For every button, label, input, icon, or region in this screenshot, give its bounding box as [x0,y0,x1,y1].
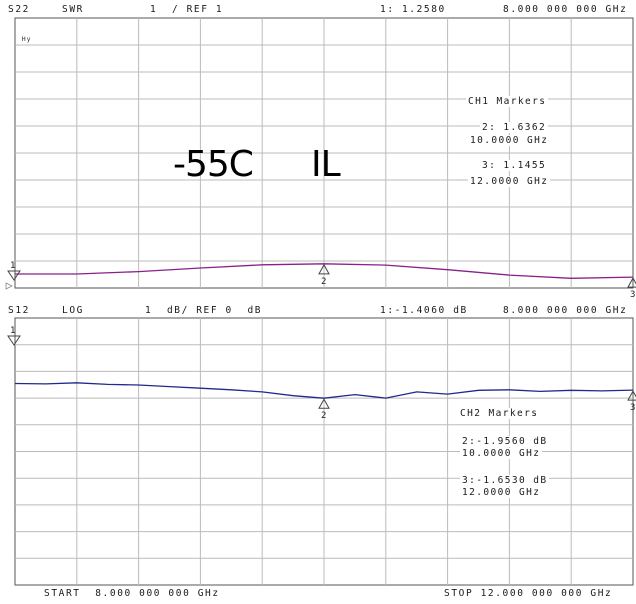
ch1-marker-3 [627,277,636,288]
ch1-marker-2 [318,263,330,275]
ch1-marker3-freq: 12.0000 GHz [468,176,551,187]
ch1-marker-readout: 1: 1.2580 [380,4,446,15]
ch2-param: S12 [8,305,30,316]
ch2-marker3-freq: 12.0000 GHz [460,487,543,498]
ch1-ref-marker [7,270,21,281]
ch1-param: S22 [8,4,30,15]
ch2-ref-number: 1 [10,326,15,336]
ch1-markers-title: CH1 Markers [466,96,549,107]
ch2-format: LOG [62,305,84,316]
ch1-scale: 1 / REF 1 [150,4,224,15]
ch2-marker-freq: 8.000 000 000 GHz [503,305,628,316]
ch2-marker-number-3: 3 [630,403,635,413]
stop-frequency: STOP 12.000 000 000 GHz [444,588,613,599]
ch1-marker2-value: 2: 1.6362 [480,122,549,133]
ch2-ref-marker [7,335,21,346]
ch2-marker2-freq: 10.0000 GHz [460,448,543,459]
ch1-marker2-freq: 10.0000 GHz [468,135,551,146]
ch2-marker-3 [627,390,636,401]
ch2-marker-number-2: 2 [321,411,326,421]
ch1-side-indicator [5,282,13,290]
ch2-marker-2 [318,398,330,409]
ch2-markers-title: CH2 Markers [458,408,541,419]
ch2-marker-readout: 1:-1.4060 dB [380,305,468,316]
ch1-marker-freq: 8.000 000 000 GHz [503,4,628,15]
ch2-marker3-value: 3:-1.6530 dB [460,475,550,486]
ch1-marker3-value: 3: 1.1455 [480,160,549,171]
ch1-format: SWR [62,4,84,15]
ch2-marker2-value: 2:-1.9560 dB [460,436,550,447]
ch1-marker-number-2: 2 [321,277,326,287]
measurement-label: IL [311,144,341,185]
ch2-scale: 1 dB/ REF 0 dB [145,305,263,316]
temperature-label: -55C [173,144,254,185]
ch1-ref-number: 1 [10,261,15,271]
ch1-small-label: Hy [22,36,32,43]
ch1-marker-number-3: 3 [630,290,635,300]
start-frequency: START 8.000 000 000 GHz [44,588,220,599]
